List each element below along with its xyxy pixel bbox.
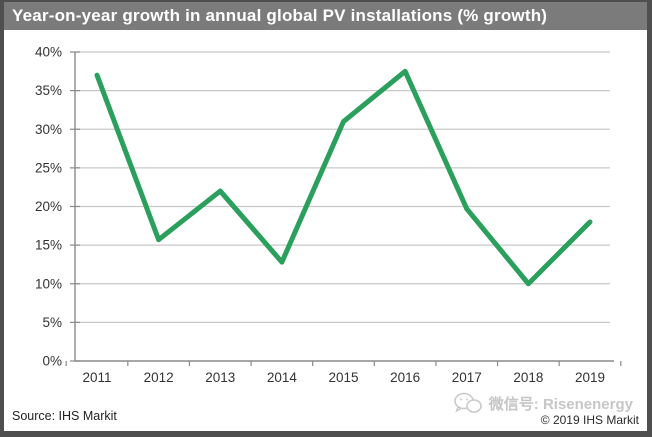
chart-area: 0% 5% 10% 15% 20% 25% 30% 35% 40% 2011 2012 2013 201… bbox=[4, 30, 647, 431]
y-axis-label: 5% bbox=[42, 315, 62, 330]
y-axis-label: 10% bbox=[35, 276, 62, 291]
copyright-label: © 2019 IHS Markit bbox=[540, 413, 639, 427]
x-axis-label: 2015 bbox=[328, 370, 358, 385]
y-axis-label: 20% bbox=[35, 199, 62, 214]
y-axis-label: 25% bbox=[35, 160, 62, 175]
line-chart: 0% 5% 10% 15% 20% 25% 30% 35% 40% 2011 2012 2013 201… bbox=[35, 45, 622, 385]
y-axis-label: 40% bbox=[35, 45, 62, 60]
x-axis-label: 2018 bbox=[513, 370, 543, 385]
x-axis-label: 2013 bbox=[205, 370, 235, 385]
wechat-icon bbox=[453, 392, 482, 413]
chart-title: Year-on-year growth in annual global PV … bbox=[12, 6, 548, 25]
y-axis-label: 15% bbox=[35, 238, 62, 253]
x-axis-label: 2016 bbox=[390, 370, 420, 385]
x-axis-label: 2019 bbox=[575, 370, 605, 385]
y-axis-label: 35% bbox=[35, 83, 62, 98]
wechat-id-label: 微信号: Risenenergy bbox=[488, 395, 633, 413]
x-axis-label: 2017 bbox=[452, 370, 482, 385]
x-axis-label: 2012 bbox=[144, 370, 174, 385]
source-label: Source: IHS Markit bbox=[12, 409, 117, 423]
x-axis-label: 2011 bbox=[82, 370, 111, 385]
chart-title-bar: Year-on-year growth in annual global PV … bbox=[4, 2, 647, 30]
y-axis-label: 30% bbox=[35, 122, 62, 137]
y-axis-label: 0% bbox=[42, 354, 62, 369]
growth-line bbox=[94, 68, 593, 287]
x-axis-label: 2014 bbox=[267, 370, 298, 385]
wechat-watermark: 微信号: Risenenergy bbox=[453, 391, 633, 415]
